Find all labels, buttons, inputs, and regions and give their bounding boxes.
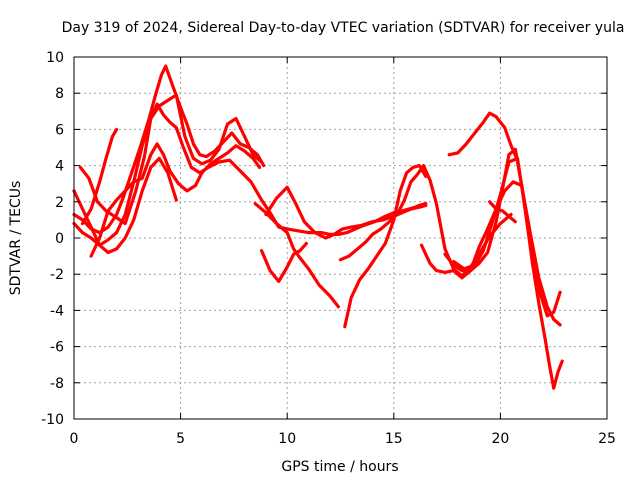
series-sat-j (343, 164, 428, 329)
series-sat-d (72, 156, 178, 255)
y-tick-label: 0 (55, 231, 64, 247)
series-sat-b (72, 93, 264, 247)
series-sat-e (89, 142, 262, 258)
x-axis-label: GPS time / hours (281, 459, 398, 475)
axis-ticks: 0 5 10 15 20 25 -10 -8 -6 -4 -2 0 2 4 6 8 10 (41, 50, 616, 447)
series-sat-p (488, 200, 517, 224)
y-tick-label: -8 (50, 376, 64, 392)
series-sat-f (80, 127, 119, 226)
series-sat-n (443, 147, 562, 318)
x-tick-label: 15 (385, 431, 403, 447)
y-tick-label: 4 (55, 159, 64, 175)
x-tick-label: 25 (598, 431, 616, 447)
x-tick-label: 10 (278, 431, 296, 447)
data-series (72, 64, 564, 390)
y-axis-label: SDTVAR / TECUs (8, 181, 24, 296)
y-tick-label: -4 (50, 303, 64, 319)
y-tick-label: 8 (55, 86, 64, 102)
x-tick-label: 0 (70, 431, 79, 447)
series-sat-m (447, 111, 520, 162)
x-tick-label: 20 (491, 431, 509, 447)
series-sat-k (338, 164, 513, 278)
y-tick-label: 10 (46, 50, 64, 66)
series-sat-h (260, 241, 308, 283)
y-tick-label: 2 (55, 195, 64, 211)
series-sat-a (72, 64, 266, 235)
series-sat-o (451, 156, 564, 390)
y-tick-label: 6 (55, 122, 64, 138)
grid-lines (74, 57, 607, 419)
x-tick-label: 5 (176, 431, 185, 447)
series-sat-g (253, 202, 340, 309)
series-sat-i (264, 185, 428, 240)
y-tick-label: -10 (41, 412, 64, 428)
chart-title: Day 319 of 2024, Sidereal Day-to-day VTE… (62, 20, 625, 36)
y-tick-label: -6 (50, 340, 64, 356)
y-tick-label: -2 (50, 267, 64, 283)
